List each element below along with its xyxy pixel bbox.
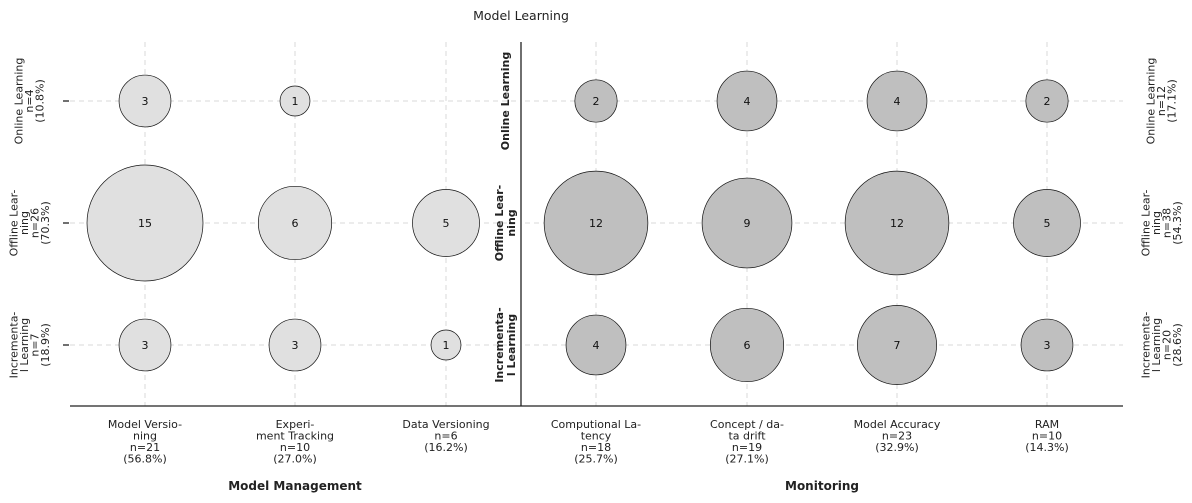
bubble-value-c2-r2: 1 xyxy=(443,339,450,352)
middle-row-label-2: Incrementa-l Learning xyxy=(493,307,518,382)
bubble-value-c2-r1: 5 xyxy=(443,217,450,230)
column-label-1: Experi-ment Tracking n=10 (27.0%) xyxy=(256,418,334,466)
bubble-c4-r0 xyxy=(716,70,778,132)
bubble-c4-r1 xyxy=(701,177,793,269)
bubble-value-c5-r2: 7 xyxy=(894,339,901,352)
bubble-c1-r0 xyxy=(279,85,311,117)
column-label-5: Model Accuracy n=23 (32.9%) xyxy=(854,418,941,454)
bubble-value-c1-r2: 3 xyxy=(292,339,299,352)
right-row-label-2: Incrementa-l Learningn=20(28.6%) xyxy=(1139,312,1184,379)
axis-layer xyxy=(63,42,1123,407)
bubble-value-c4-r0: 4 xyxy=(744,95,751,108)
left-row-label-2: Incrementa-l Learningn=7(18.9%) xyxy=(7,312,52,379)
bubble-c2-r2 xyxy=(430,329,462,361)
bubble-c3-r1 xyxy=(543,170,649,276)
group-label-model-management: Model Management xyxy=(228,479,362,493)
bubble-c3-r0 xyxy=(574,79,618,123)
bubble-c1-r2 xyxy=(268,318,322,372)
bubble-value-c3-r0: 2 xyxy=(593,95,600,108)
bubble-value-c6-r2: 3 xyxy=(1044,339,1051,352)
bubble-c5-r1 xyxy=(844,170,950,276)
bubble-value-c6-r1: 5 xyxy=(1044,217,1051,230)
bubble-value-c0-r1: 15 xyxy=(138,217,152,230)
bubble-c0-r2 xyxy=(118,318,172,372)
bubble-c3-r2 xyxy=(565,314,627,376)
column-label-0: Model Versio-ning n=21 (56.8%) xyxy=(108,418,182,466)
bubble-c0-r0 xyxy=(118,74,172,128)
label-layer: Model Versio-ning n=21 (56.8%) Experi-ment … xyxy=(7,52,1184,466)
bubble-c4-r2 xyxy=(709,307,785,383)
left-row-label-1: Offline Lear-ningn=26(70.3%) xyxy=(7,190,52,257)
bubble-value-c4-r2: 6 xyxy=(744,339,751,352)
bubble-c5-r2 xyxy=(857,305,937,385)
bubble-value-c5-r1: 12 xyxy=(890,217,904,230)
bubble-value-c6-r0: 2 xyxy=(1044,95,1051,108)
bubble-value-c1-r0: 1 xyxy=(292,95,299,108)
bubble-value-c3-r2: 4 xyxy=(593,339,600,352)
bubble-value-c0-r0: 3 xyxy=(142,95,149,108)
middle-row-label-1: Offline Lear-ning xyxy=(493,185,518,261)
left-row-label-0: Online Learningn=4(10.8%) xyxy=(13,58,47,145)
group-label-monitoring: Monitoring xyxy=(785,479,859,493)
column-label-6: RAM n=10 (14.3%) xyxy=(1025,418,1069,454)
right-row-label-0: Online Learningn=12(17.1%) xyxy=(1145,58,1179,145)
column-label-3: Computional La-tency n=18 (25.7%) xyxy=(551,418,641,466)
middle-row-label-0: Online Learning xyxy=(499,52,512,150)
bubble-c2-r1 xyxy=(412,189,480,257)
bubble-value-c4-r1: 9 xyxy=(744,217,751,230)
column-label-4: Concept / da-ta drift n=19 (27.1%) xyxy=(710,418,784,466)
bubble-value-c1-r1: 6 xyxy=(292,217,299,230)
bubble-c1-r1 xyxy=(257,185,333,261)
column-label-2: Data Versioning n=6 (16.2%) xyxy=(402,418,489,454)
bubble-c5-r0 xyxy=(866,70,928,132)
bubble-value-c3-r1: 12 xyxy=(589,217,603,230)
right-row-label-1: Offline Lear-ningn=38(54.3%) xyxy=(1139,190,1184,257)
chart-title: Model Learning xyxy=(473,8,569,23)
bubble-value-c5-r0: 4 xyxy=(894,95,901,108)
bubble-c6-r1 xyxy=(1013,189,1081,257)
bubble-c6-r2 xyxy=(1020,318,1074,372)
bubble-c0-r1 xyxy=(86,164,204,282)
bubble-value-c0-r2: 3 xyxy=(142,339,149,352)
bubble-c6-r0 xyxy=(1025,79,1069,123)
